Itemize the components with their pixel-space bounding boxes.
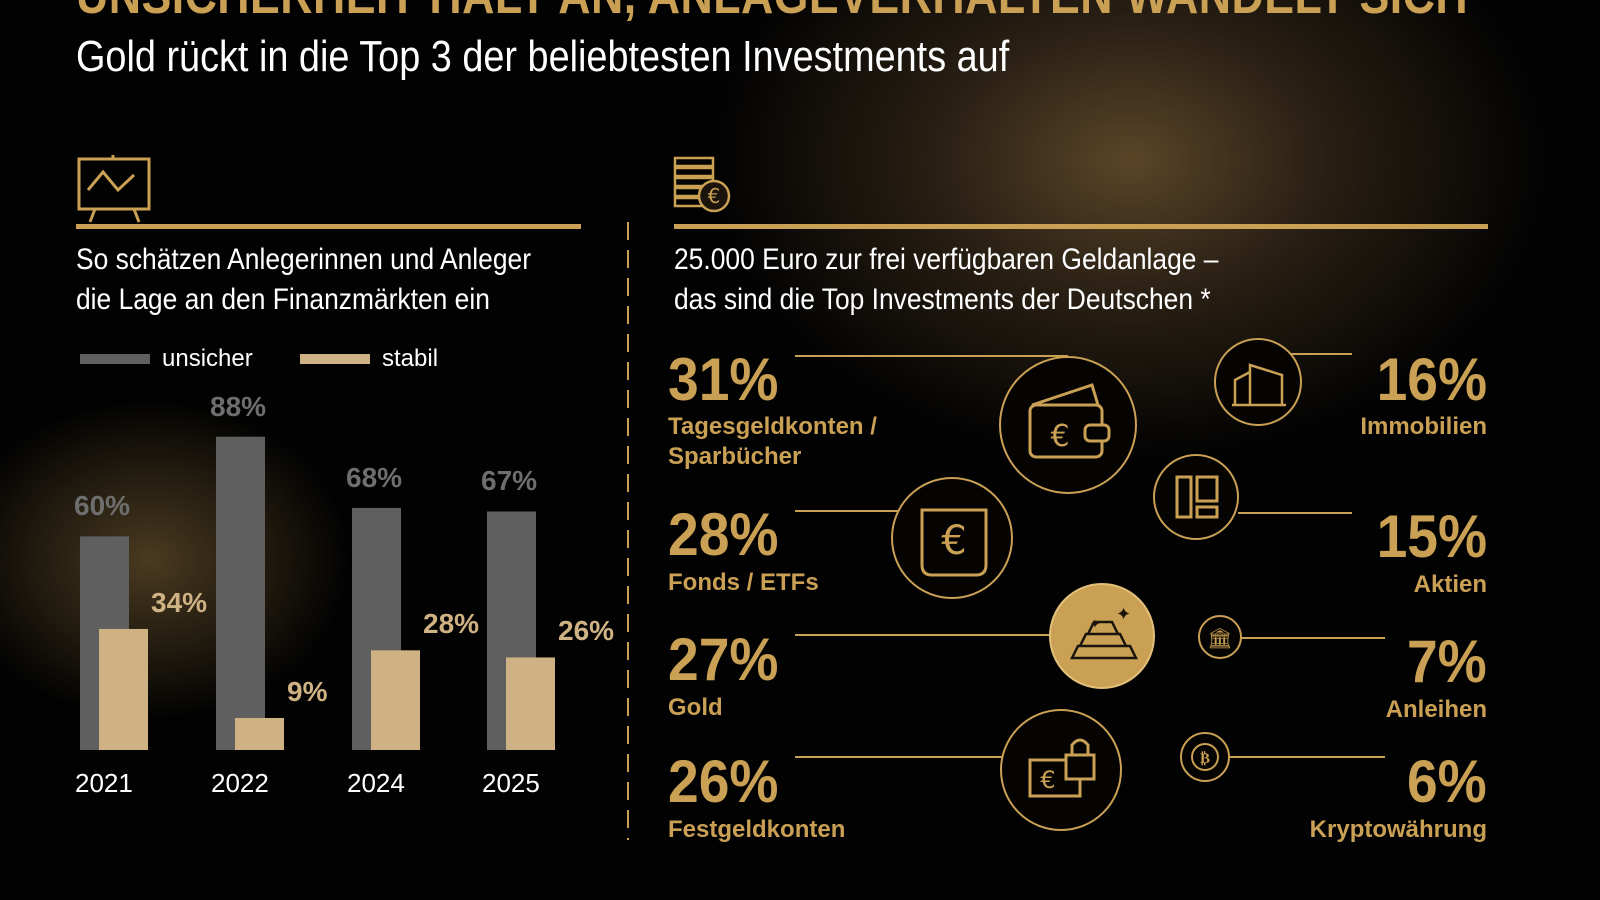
wallet-euro-icon: € (999, 356, 1137, 494)
label-fonds: Fonds / ETFs (668, 569, 819, 596)
legend-label-unsicher: unsicher (162, 345, 253, 372)
left-title-line2: die Lage an den Finanzmärkten ein (76, 283, 490, 316)
label-krypto: Kryptowährung (1309, 816, 1487, 843)
pct-fonds: 28% (668, 501, 779, 568)
left-section-title: So schätzen Anlegerinnen und Anleger die… (76, 240, 531, 320)
bar-label-stabil-2024: 28% (423, 608, 480, 640)
gold-bars-icon: ✦ ✦ (1049, 583, 1155, 689)
bar-label-stabil-2025: 26% (558, 615, 615, 647)
right-section-title: 25.000 Euro zur frei verfügbaren Geldanl… (674, 240, 1219, 320)
label-aktien: Aktien (1413, 571, 1487, 598)
pct-anleihen: 7% (1407, 628, 1487, 695)
bar-label-unsicher-2022: 88% (210, 390, 267, 422)
pct-tagesgeld: 31% (668, 346, 779, 413)
bar-label-unsicher-2025: 67% (481, 465, 538, 497)
bar-stabil-2022 (235, 717, 284, 750)
svg-text:✦: ✦ (1116, 604, 1131, 625)
label-gold: Gold (668, 694, 723, 721)
svg-text:✦: ✦ (1090, 617, 1100, 631)
locked-euro-icon: € (1000, 709, 1122, 831)
label-tagesgeld-line1: Tagesgeldkonten / (668, 413, 877, 440)
legend-stabil: stabil (300, 345, 438, 373)
headline: UNSICHERHEIT HÄLT AN, ANLAGEVERHALTEN WA… (76, 0, 1468, 26)
pct-krypto: 6% (1407, 748, 1487, 815)
bank-icon: 🏛 (1198, 615, 1242, 659)
svg-text:€: € (708, 184, 721, 208)
bar-chart (80, 436, 555, 750)
svg-text:🏛: 🏛 (1207, 626, 1232, 650)
bar-unsicher-2022 (216, 436, 265, 750)
bar-label-stabil-2022: 9% (287, 675, 328, 707)
euro-shield-icon: € (891, 477, 1013, 599)
bar-label-unsicher-2024: 68% (346, 461, 403, 493)
buildings-icon (1214, 338, 1302, 426)
chart-presentation-icon (77, 155, 151, 223)
bar-stabil-2021 (99, 628, 148, 750)
svg-text:₿: ₿ (1200, 749, 1210, 767)
label-anleihen: Anleihen (1385, 696, 1487, 723)
pct-aktien: 15% (1376, 503, 1487, 570)
svg-text:€: € (1040, 766, 1055, 794)
right-title-line1: 25.000 Euro zur frei verfügbaren Geldanl… (674, 243, 1219, 276)
x-tick-2025: 2025 (482, 768, 540, 798)
bar-stabil-2024 (371, 650, 420, 750)
left-title-line1: So schätzen Anlegerinnen und Anleger (76, 243, 532, 276)
subtitle: Gold rückt in die Top 3 der beliebtesten… (76, 32, 1010, 81)
stock-panels-icon (1153, 454, 1239, 540)
label-tagesgeld: Tagesgeldkonten / Sparbücher (668, 412, 877, 472)
connector-lines (795, 353, 1385, 758)
bar-label-unsicher-2021: 60% (74, 490, 131, 522)
pct-immobilien: 16% (1376, 346, 1487, 413)
svg-text:€: € (1050, 419, 1069, 454)
bitcoin-icon: ₿ (1180, 732, 1230, 782)
label-festgeld: Festgeldkonten (668, 816, 846, 843)
pct-gold: 27% (668, 626, 779, 693)
left-divider (76, 224, 581, 229)
legend-swatch-unsicher (80, 354, 150, 364)
legend-unsicher: unsicher (80, 345, 253, 373)
x-tick-2021: 2021 (75, 768, 133, 798)
x-tick-2024: 2024 (347, 768, 405, 798)
label-immobilien: Immobilien (1360, 413, 1487, 440)
legend-label-stabil: stabil (382, 345, 439, 372)
bar-label-stabil-2021: 34% (151, 586, 208, 618)
x-tick-2022: 2022 (211, 768, 269, 798)
pct-festgeld: 26% (668, 748, 779, 815)
coins-euro-icon: € (673, 156, 731, 213)
right-title-line2: das sind die Top Investments der Deutsch… (674, 283, 1211, 316)
label-tagesgeld-line2: Sparbücher (668, 443, 802, 470)
svg-text:€: € (941, 518, 966, 564)
bar-stabil-2025 (506, 657, 555, 750)
right-divider (674, 224, 1488, 229)
legend-swatch-stabil (300, 354, 370, 364)
